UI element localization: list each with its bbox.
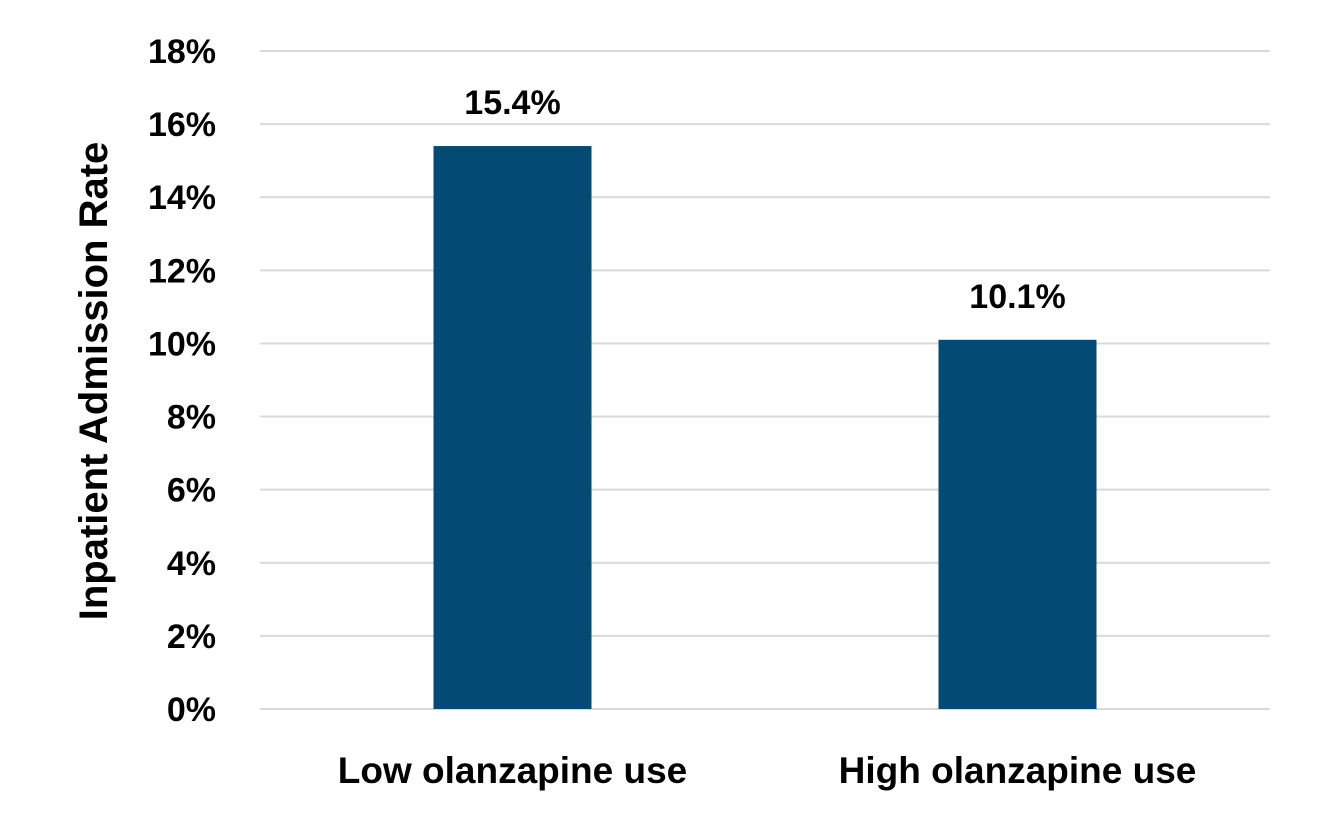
bar [433,146,592,710]
y-tick-label: 14% [148,179,216,217]
y-tick-label: 2% [167,618,216,656]
gridlines [260,50,1270,710]
x-axis-categories: Low olanzapine use High olanzapine use [338,750,1197,791]
bars [433,146,1097,710]
y-tick-label: 18% [148,33,216,71]
y-axis-ticks: 0% 2% 4% 6% 8% 10% 12% 14% 16% 18% [148,33,216,729]
y-tick-label: 12% [148,252,216,290]
y-axis-title: Inpatient Admission Rate [72,142,116,621]
x-category-label: Low olanzapine use [338,750,688,791]
bar-data-label: 10.1% [969,278,1065,316]
bar [938,339,1097,709]
y-tick-label: 4% [167,545,216,583]
data-labels: 15.4% 10.1% [464,84,1065,316]
y-tick-label: 16% [148,106,216,144]
y-tick-label: 0% [167,691,216,729]
y-tick-label: 10% [148,325,216,363]
bar-data-label: 15.4% [464,84,560,122]
x-category-label: High olanzapine use [839,750,1197,791]
y-tick-label: 8% [167,399,216,437]
y-tick-label: 6% [167,472,216,510]
